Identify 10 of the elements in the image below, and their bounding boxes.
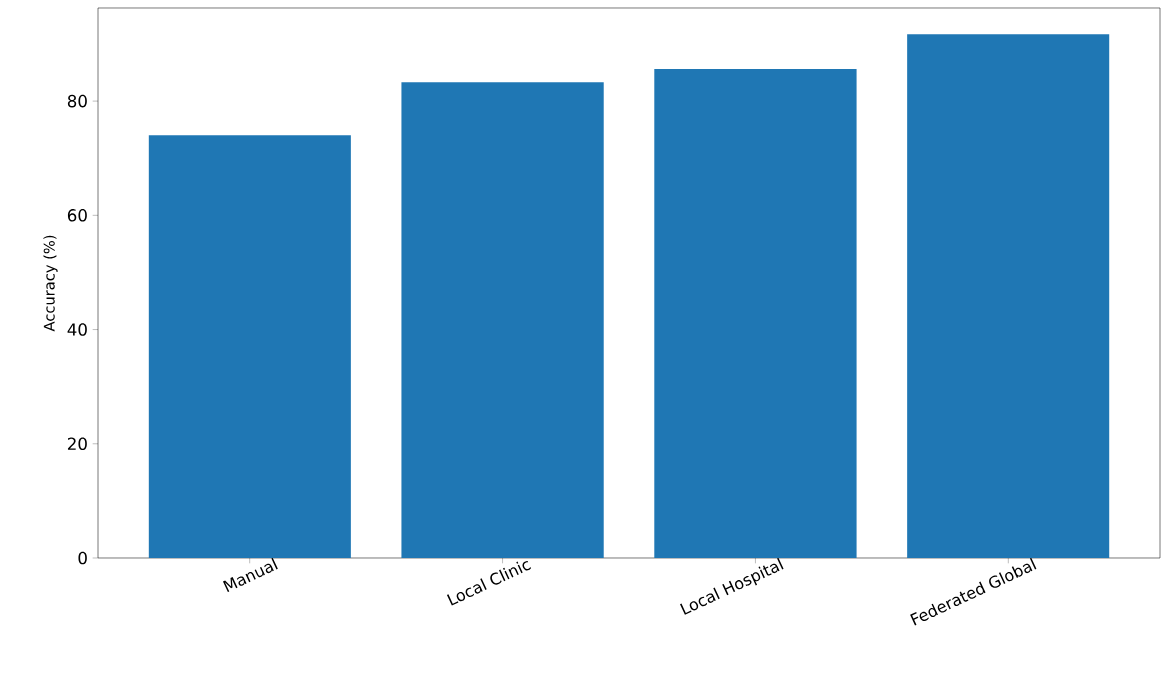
bar xyxy=(907,34,1110,558)
bar xyxy=(654,69,857,558)
bar xyxy=(401,82,604,558)
y-tick-label: 40 xyxy=(67,323,87,336)
y-tick-label: 0 xyxy=(78,551,87,565)
y-tick-label: 20 xyxy=(67,437,87,451)
y-tick-label: 80 xyxy=(67,94,87,108)
bar xyxy=(148,135,351,558)
y-axis-title: Accuracy (%) xyxy=(43,235,58,332)
y-tick-label: 60 xyxy=(67,209,87,222)
